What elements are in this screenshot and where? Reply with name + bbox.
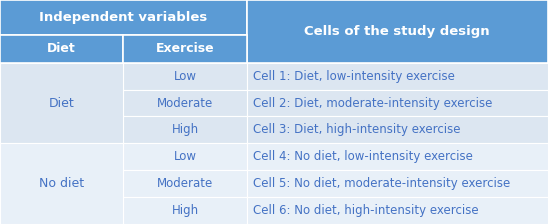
Bar (123, 143, 247, 170)
Bar (247, 90, 548, 116)
Bar (247, 170, 548, 197)
Bar (0, 0, 247, 35)
Bar (0, 143, 123, 224)
Bar (247, 0, 548, 63)
Text: Cell 4: No diet, low-intensity exercise: Cell 4: No diet, low-intensity exercise (253, 150, 473, 163)
Text: High: High (172, 123, 198, 136)
Bar (123, 90, 247, 116)
Text: Exercise: Exercise (156, 42, 214, 55)
Bar (123, 170, 247, 197)
Text: Independent variables: Independent variables (39, 11, 208, 24)
Text: High: High (172, 204, 198, 217)
Bar (123, 63, 247, 90)
Text: Moderate: Moderate (157, 177, 213, 190)
Text: Cell 3: Diet, high-intensity exercise: Cell 3: Diet, high-intensity exercise (253, 123, 461, 136)
Text: Cell 1: Diet, low-intensity exercise: Cell 1: Diet, low-intensity exercise (253, 70, 455, 83)
Bar (247, 116, 548, 143)
Text: No diet: No diet (39, 177, 84, 190)
Text: Low: Low (174, 150, 196, 163)
Text: Cells of the study design: Cells of the study design (305, 25, 490, 38)
Bar (0, 35, 123, 63)
Text: Diet: Diet (47, 42, 76, 55)
Bar (0, 63, 123, 143)
Bar (123, 35, 247, 63)
Text: Cell 6: No diet, high-intensity exercise: Cell 6: No diet, high-intensity exercise (253, 204, 479, 217)
Bar (123, 197, 247, 224)
Bar (247, 197, 548, 224)
Bar (247, 143, 548, 170)
Bar (247, 63, 548, 90)
Text: Cell 2: Diet, moderate-intensity exercise: Cell 2: Diet, moderate-intensity exercis… (253, 97, 493, 110)
Text: Low: Low (174, 70, 196, 83)
Bar (123, 116, 247, 143)
Text: Cell 5: No diet, moderate-intensity exercise: Cell 5: No diet, moderate-intensity exer… (253, 177, 510, 190)
Text: Moderate: Moderate (157, 97, 213, 110)
Text: Diet: Diet (49, 97, 75, 110)
